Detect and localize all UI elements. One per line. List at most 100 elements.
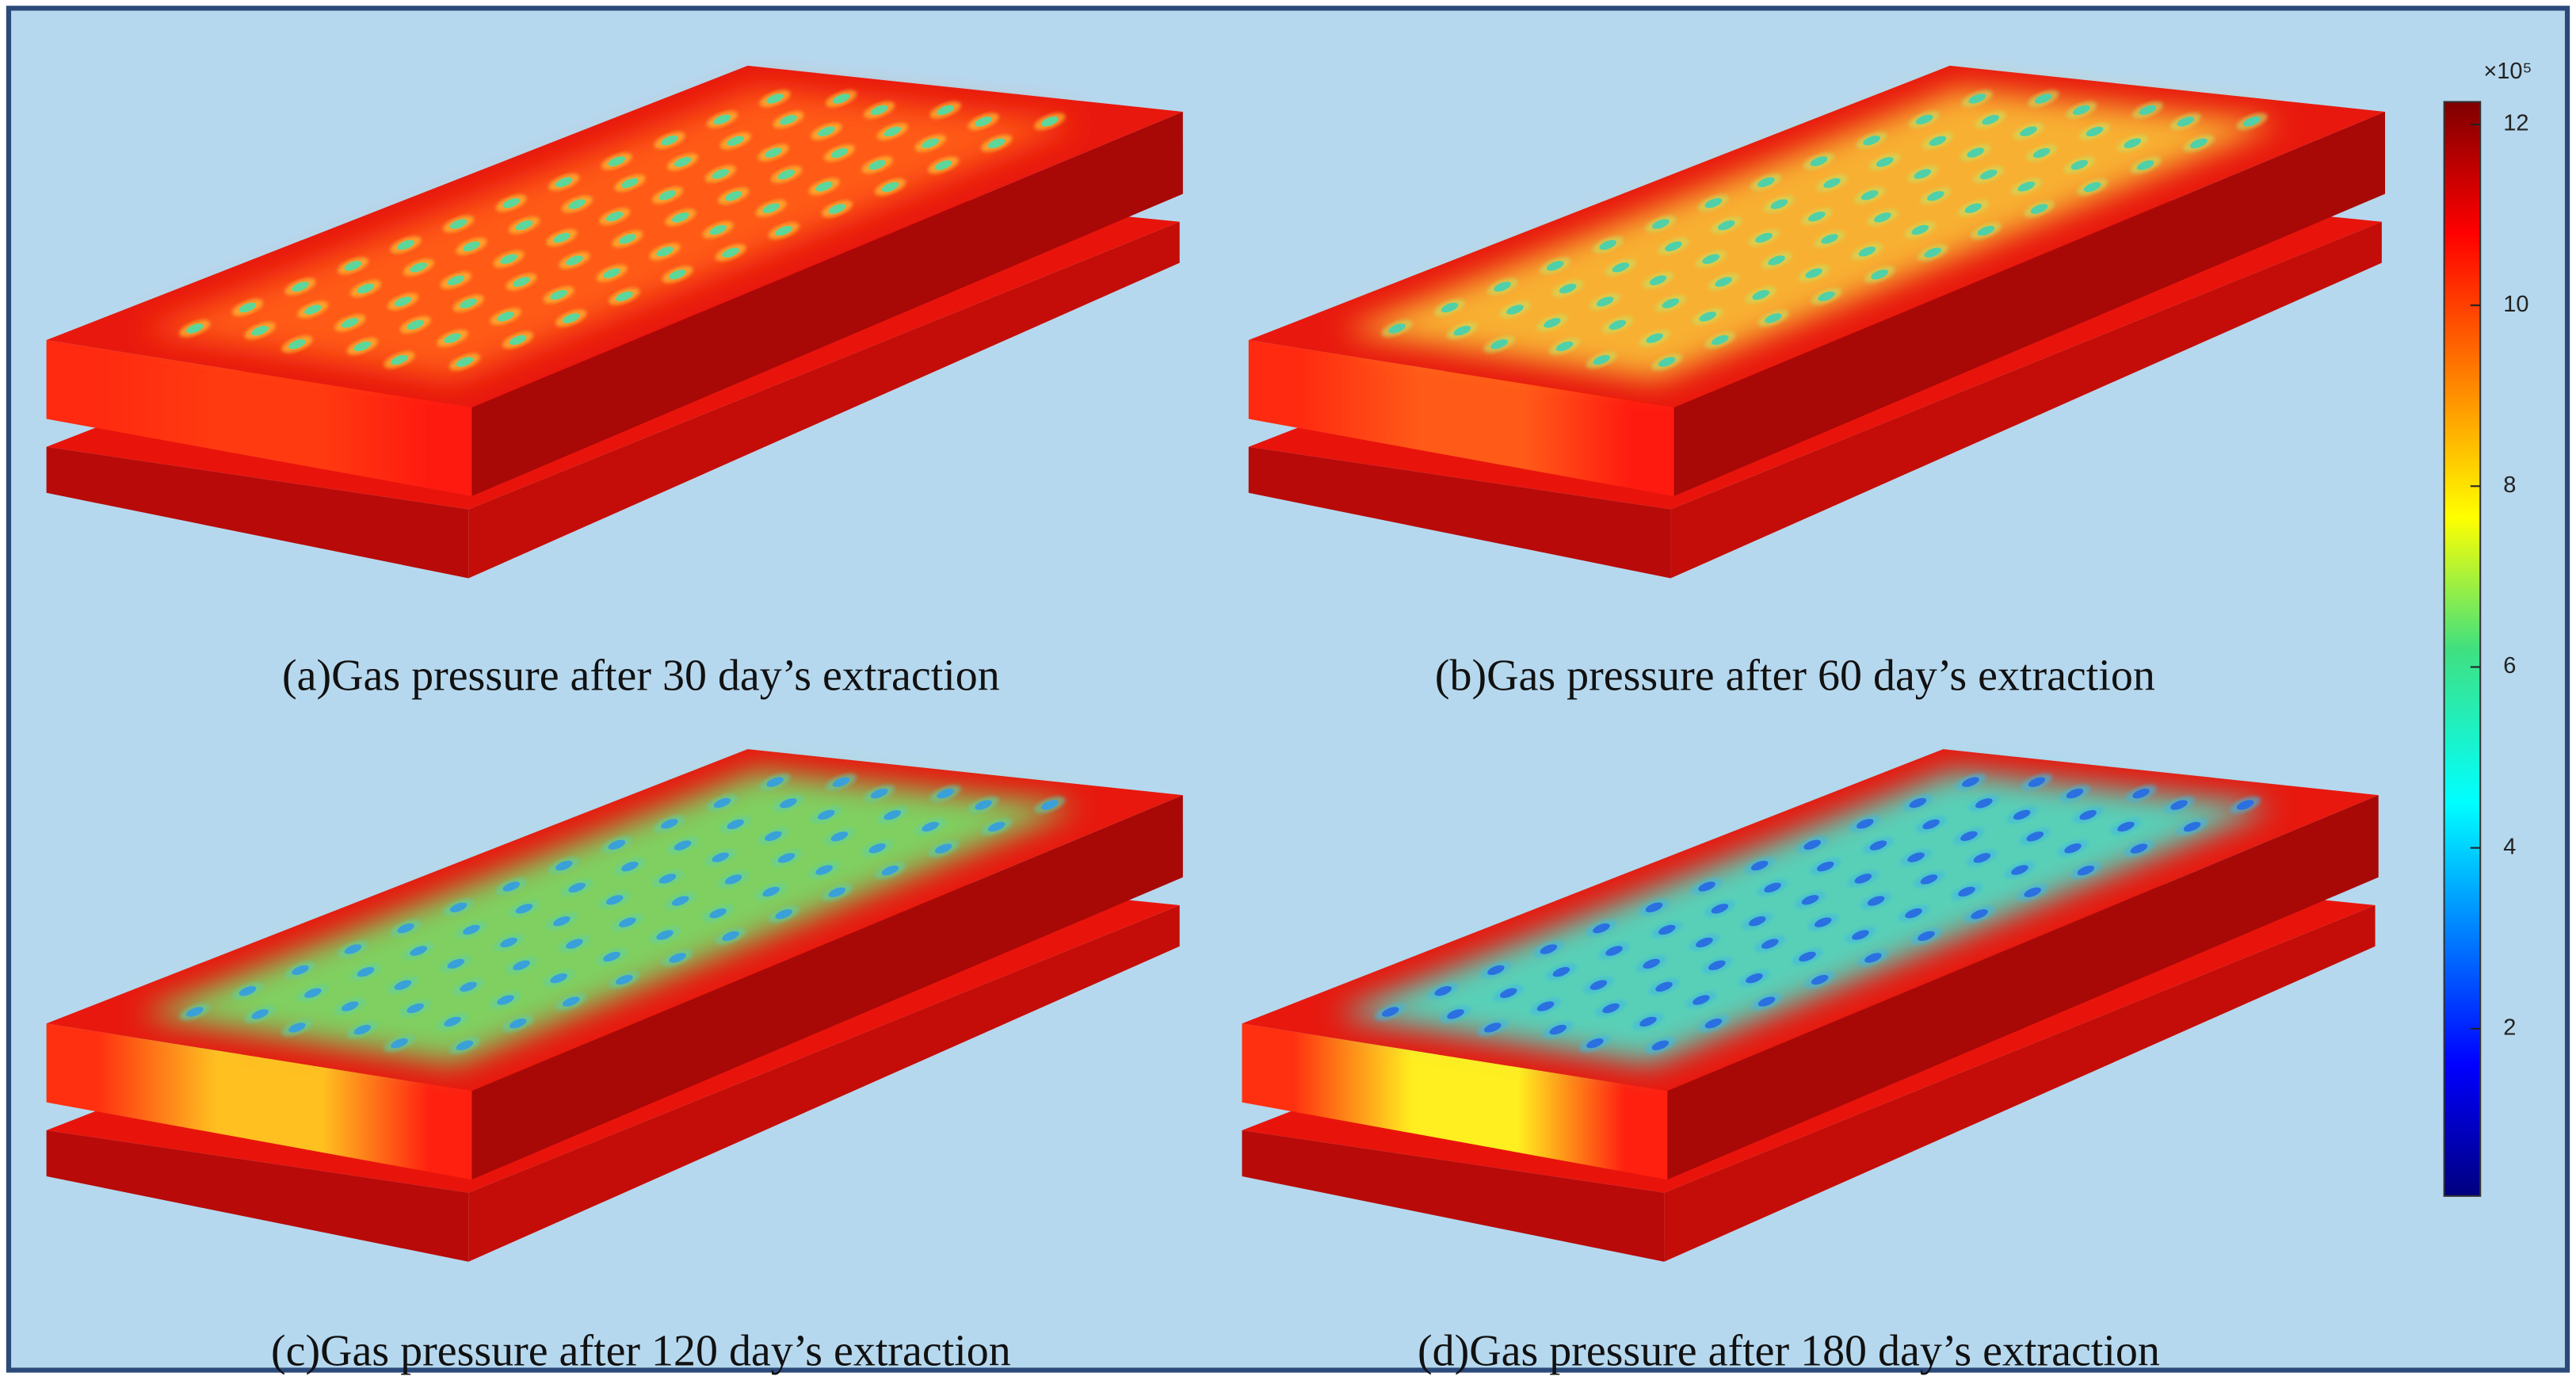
upper-slab-front xyxy=(46,1023,472,1180)
borehole xyxy=(830,147,849,159)
borehole xyxy=(406,319,425,330)
lower-slab-front xyxy=(1242,1130,1665,1262)
borehole xyxy=(1484,1023,1502,1033)
borehole xyxy=(410,262,427,273)
borehole xyxy=(2024,887,2042,897)
borehole xyxy=(1544,318,1561,328)
borehole xyxy=(1818,291,1835,302)
colorbar-tick-label: 4 xyxy=(2503,834,2516,859)
borehole xyxy=(1852,930,1869,940)
borehole xyxy=(1918,931,1935,942)
borehole xyxy=(1924,247,1942,258)
borehole xyxy=(292,965,309,976)
borehole xyxy=(1646,333,1663,343)
borehole xyxy=(2124,138,2142,148)
borehole xyxy=(566,255,583,266)
borehole xyxy=(502,198,520,208)
borehole xyxy=(1704,198,1723,208)
borehole xyxy=(1967,147,1984,158)
borehole xyxy=(341,318,359,328)
lower-slab-side xyxy=(1664,905,2376,1262)
borehole xyxy=(1702,254,1720,264)
borehole xyxy=(709,224,727,235)
upper-slab-side xyxy=(1673,111,2386,496)
borehole xyxy=(1041,800,1059,810)
borehole xyxy=(1960,831,1978,841)
borehole xyxy=(1968,94,1986,104)
borehole xyxy=(1662,298,1680,308)
borehole xyxy=(2130,843,2148,854)
borehole xyxy=(934,843,952,854)
borehole xyxy=(239,986,257,996)
borehole xyxy=(444,333,461,343)
borehole xyxy=(2079,809,2097,820)
borehole xyxy=(391,354,408,365)
borehole xyxy=(669,953,686,963)
borehole xyxy=(1453,326,1471,336)
borehole xyxy=(460,981,477,992)
borehole xyxy=(1586,1038,1604,1049)
borehole xyxy=(353,341,372,352)
upper-slab-side xyxy=(471,111,1183,496)
borehole xyxy=(463,241,480,251)
borehole xyxy=(2026,831,2044,842)
panel: (c)Gas pressure after 120 day’s extracti… xyxy=(46,749,1183,1375)
borehole xyxy=(2064,843,2082,854)
borehole xyxy=(766,777,784,787)
borehole xyxy=(1559,283,1577,294)
borehole xyxy=(550,973,567,984)
panel-caption: (c)Gas pressure after 120 day’s extracti… xyxy=(271,1326,1011,1375)
borehole xyxy=(608,156,626,166)
borehole xyxy=(566,938,583,949)
borehole xyxy=(1596,296,1614,307)
borehole xyxy=(1748,916,1766,927)
borehole xyxy=(1864,953,1882,963)
borehole xyxy=(1799,951,1816,962)
borehole xyxy=(1755,232,1773,243)
borehole xyxy=(828,887,846,897)
borehole xyxy=(616,974,633,985)
borehole xyxy=(1768,255,1785,266)
borehole xyxy=(344,944,362,954)
panel: (d)Gas pressure after 180 day’s extracti… xyxy=(1242,749,2379,1375)
borehole xyxy=(353,1024,372,1035)
borehole xyxy=(1911,224,1929,235)
borehole xyxy=(987,821,1006,832)
borehole xyxy=(937,105,954,116)
borehole xyxy=(449,219,467,229)
borehole xyxy=(1552,967,1570,977)
borehole xyxy=(1711,334,1729,346)
borehole xyxy=(832,777,850,787)
borehole xyxy=(656,930,674,940)
borehole xyxy=(1979,169,1998,180)
borehole xyxy=(605,895,624,905)
borehole xyxy=(881,182,899,193)
borehole xyxy=(1856,819,1874,829)
borehole xyxy=(394,296,412,307)
borehole xyxy=(2070,159,2089,170)
borehole xyxy=(1982,114,1999,125)
panel: (b)Gas pressure after 60 day’s extractio… xyxy=(1248,65,2386,701)
borehole xyxy=(553,232,571,243)
borehole xyxy=(1746,973,1763,984)
borehole xyxy=(727,819,745,830)
borehole xyxy=(304,988,322,998)
borehole xyxy=(870,105,888,116)
borehole xyxy=(815,865,833,875)
borehole xyxy=(1821,234,1838,244)
borehole xyxy=(658,873,677,884)
borehole xyxy=(621,861,639,872)
borehole xyxy=(780,798,797,809)
borehole xyxy=(1907,852,1925,862)
colorbar-multiplier: ×10⁵ xyxy=(2483,59,2532,84)
borehole xyxy=(870,788,888,799)
borehole xyxy=(815,182,833,192)
borehole xyxy=(1665,241,1682,251)
borehole xyxy=(621,178,639,189)
borehole xyxy=(497,312,514,322)
depleted-zone xyxy=(1335,771,2276,1065)
borehole xyxy=(1490,339,1508,350)
panel-caption: (a)Gas pressure after 30 day’s extractio… xyxy=(282,651,1000,700)
borehole xyxy=(1874,212,1891,223)
